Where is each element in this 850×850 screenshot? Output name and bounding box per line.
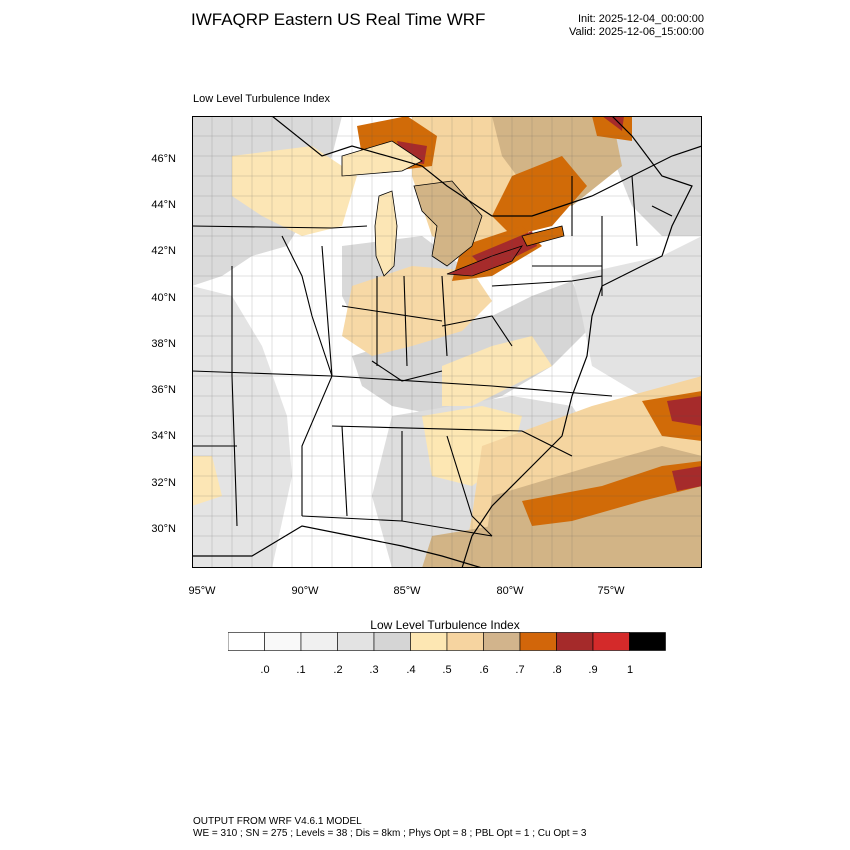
lon-label-75: 75°W (597, 585, 625, 597)
panel-label: Low Level Turbulence Index (193, 93, 330, 105)
colorbar-swatch-7 (483, 632, 521, 651)
darkred-zone-northeast (602, 116, 624, 131)
state-borders (192, 175, 673, 537)
init-time: Init: 2025-12-04_00:00:00 (578, 13, 704, 25)
colorbar-swatch-11 (629, 632, 666, 651)
map-border (192, 116, 702, 568)
canada-border (192, 116, 702, 217)
colorbar-swatch-1 (264, 632, 302, 651)
colorbar-label-10: 1 (626, 664, 634, 676)
colorbar-swatch-9 (556, 632, 594, 651)
colorbar (228, 632, 666, 651)
colorbar-swatch-6 (446, 632, 484, 651)
tan-zone-ohio (342, 266, 492, 356)
tan-zone-upper-midwest (232, 146, 357, 236)
lon-label-85: 85°W (393, 585, 421, 597)
gulf-coastline (192, 525, 483, 568)
lake-michigan (374, 190, 398, 277)
lon-label-95: 95°W (188, 585, 216, 597)
colorbar-label-5: .5 (442, 664, 452, 676)
lon-label-90: 90°W (291, 585, 319, 597)
lat-label-44: 44°N (151, 199, 176, 211)
colorbar-swatch-10 (592, 632, 630, 651)
model-params: WE = 310 ; SN = 275 ; Levels = 38 ; Dis … (193, 828, 587, 839)
map-canvas (192, 116, 702, 568)
coastline (461, 116, 693, 568)
lon-label-80: 80°W (496, 585, 524, 597)
lat-label-32: 32°N (151, 477, 176, 489)
lat-label-30: 30°N (151, 523, 176, 535)
lat-label-38: 38°N (151, 338, 176, 350)
colorbar-swatch-5 (410, 632, 448, 651)
colorbar-swatch-0 (228, 632, 265, 651)
darkred-zone-atlantic-2 (672, 466, 702, 491)
colorbar-label-3: .3 (369, 664, 379, 676)
colorbar-swatch-8 (519, 632, 557, 651)
colorbar-swatch-2 (300, 632, 338, 651)
tan-zone-gulf (422, 526, 502, 568)
darkred-zone-atlantic-1 (667, 396, 702, 426)
lake-erie (446, 245, 523, 277)
colorbar-label-4: .4 (406, 664, 416, 676)
colorbar-label-7: .7 (515, 664, 525, 676)
colorbar-label-1: .1 (296, 664, 306, 676)
colorbar-label-0: .0 (260, 664, 270, 676)
colorbar-swatch-4 (373, 632, 411, 651)
colorbar-label-8: .8 (552, 664, 562, 676)
orange-zone-atlantic-2 (522, 461, 702, 526)
turbulence-map (192, 116, 702, 568)
colorbar-swatch-3 (337, 632, 375, 651)
tan-zone-west-texas (192, 456, 222, 506)
colorbar-label-9: .9 (588, 664, 598, 676)
lat-label-40: 40°N (151, 292, 176, 304)
colorbar-label-2: .2 (333, 664, 343, 676)
colorbar-label-6: .6 (479, 664, 489, 676)
lat-label-46: 46°N (151, 153, 176, 165)
valid-time: Valid: 2025-12-06_15:00:00 (569, 26, 704, 38)
lat-label-42: 42°N (151, 245, 176, 257)
lat-label-34: 34°N (151, 430, 176, 442)
tan-zone-virginia (442, 336, 552, 406)
lat-label-36: 36°N (151, 384, 176, 396)
map-title: IWFAQRP Eastern US Real Time WRF (191, 10, 486, 29)
model-footer: OUTPUT FROM WRF V4.6.1 MODEL (193, 816, 362, 827)
colorbar-title: Low Level Turbulence Index (370, 618, 520, 632)
